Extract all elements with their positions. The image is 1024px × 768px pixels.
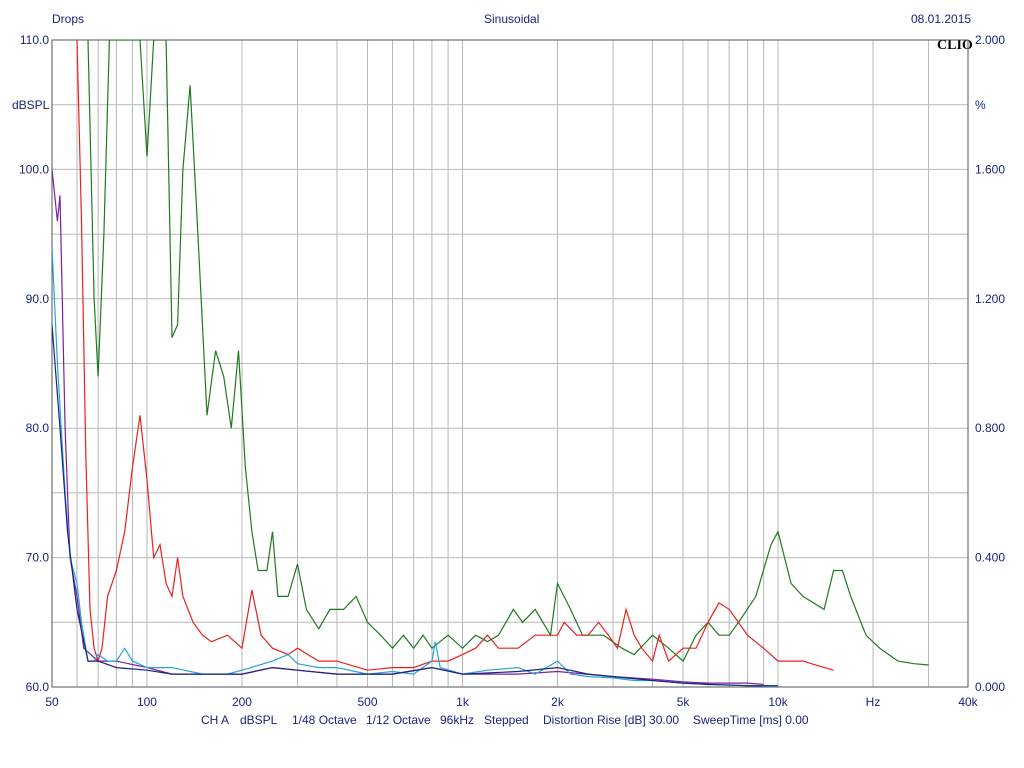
y-left-tick-label: 70.0	[26, 551, 50, 565]
x-tick-label: 100	[137, 695, 157, 709]
footer-mode: Stepped	[484, 713, 529, 727]
y-right-tick-label: 1.600	[975, 162, 1005, 176]
chart-date: 08.01.2015	[911, 12, 972, 26]
series-line-3	[52, 169, 764, 685]
x-tick-label: 40k	[958, 695, 978, 709]
chart-title-center: Sinusoidal	[484, 12, 540, 26]
clio-brand-logo: CLIO	[937, 38, 973, 53]
y-left-tick-label: 60.0	[26, 680, 50, 694]
chart-title-left: Drops	[52, 12, 85, 26]
x-tick-label: 5k	[677, 695, 691, 709]
right-axis-unit: %	[975, 98, 986, 112]
y-right-tick-label: 0.000	[975, 680, 1005, 694]
series-line-2	[76, 40, 834, 671]
series-line-1	[87, 40, 929, 666]
y-right-tick-label: 0.400	[975, 551, 1005, 565]
series-line-4	[52, 246, 779, 687]
plot-frame	[51, 39, 969, 688]
series-line-5	[52, 324, 778, 687]
footer-rate: 96kHz	[440, 713, 475, 727]
footer-distortion-rise: Distortion Rise [dB] 30.00	[543, 713, 680, 727]
y-left-tick-label: 100.0	[19, 162, 49, 176]
y-left-tick-label: 110.0	[20, 33, 49, 47]
x-tick-label: 10k	[768, 695, 788, 709]
y-left-tick-label: 90.0	[26, 292, 50, 306]
footer-smoothing-2: 1/12 Octave	[366, 713, 431, 727]
y-right-tick-label: 2.000	[975, 33, 1005, 47]
chart-ticks: 50 100 200 500 1k 2k 5k 10k Hz 40k 110.0 100.0 90.0 8…	[19, 33, 1005, 709]
y-right-tick-label: 1.200	[975, 292, 1005, 306]
y-left-tick-label: 80.0	[26, 421, 50, 435]
footer-channel: CH A	[201, 713, 230, 727]
x-tick-label: 50	[45, 695, 59, 709]
x-tick-label: 200	[232, 695, 252, 709]
left-axis-unit: dBSPL	[12, 98, 50, 112]
x-tick-label: 500	[358, 695, 378, 709]
x-tick-label: 1k	[456, 695, 470, 709]
footer-smoothing-1: 1/48 Octave	[292, 713, 357, 727]
y-right-tick-label: 0.800	[975, 421, 1005, 435]
chart-grid	[51, 39, 969, 688]
footer-unit: dBSPL	[240, 713, 278, 727]
chart-series	[52, 40, 929, 687]
footer-sweep-time: SweepTime [ms] 0.00	[693, 713, 809, 727]
x-tick-label: 2k	[551, 695, 565, 709]
x-tick-label: Hz	[866, 695, 881, 709]
